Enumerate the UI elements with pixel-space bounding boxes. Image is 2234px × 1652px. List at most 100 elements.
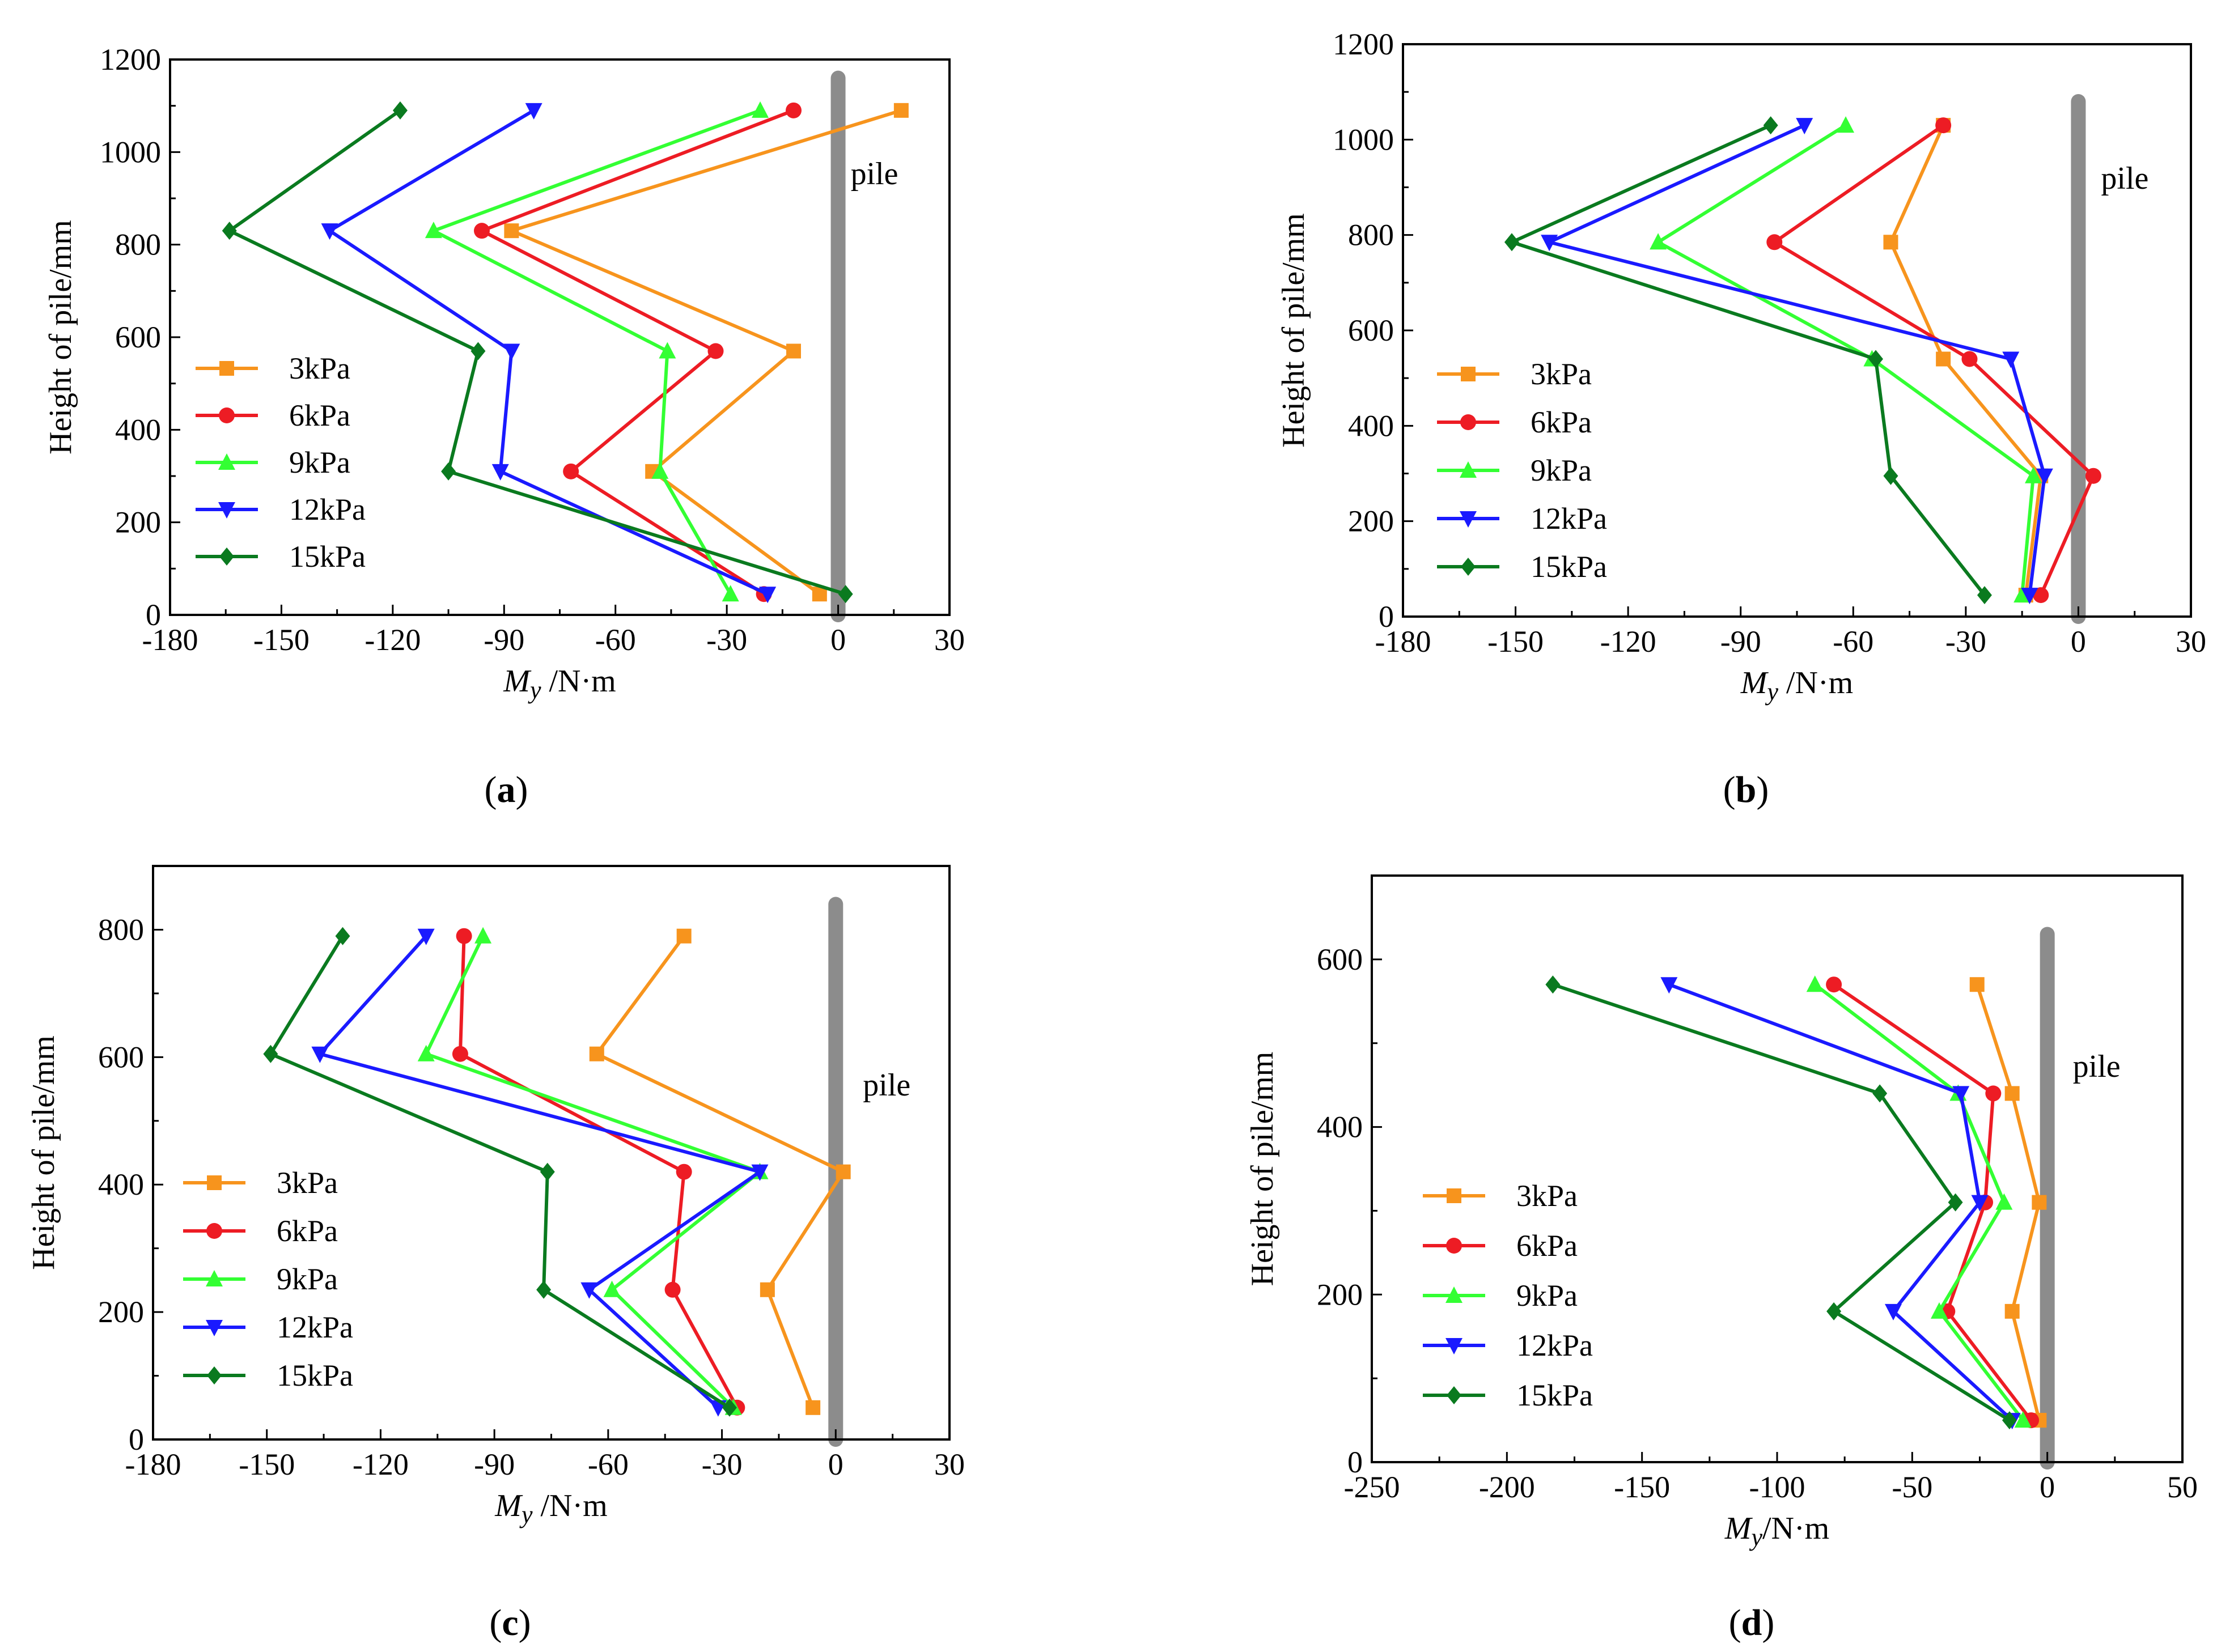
- data-point: [1883, 235, 1898, 250]
- x-axis-title: My /N·m: [494, 1488, 607, 1528]
- y-tick-label: 600: [98, 1040, 144, 1074]
- data-point: [760, 1282, 775, 1297]
- data-point: [2036, 468, 2053, 485]
- legend-marker: [1447, 1188, 1461, 1203]
- legend-label: 12kPa: [277, 1310, 353, 1344]
- x-tick-label: -90: [474, 1447, 515, 1481]
- data-point: [504, 223, 519, 239]
- x-axis-title-subscript: y: [528, 676, 541, 704]
- y-tick-label: 800: [115, 228, 161, 262]
- data-point: [1826, 976, 1842, 993]
- series-15kPa: [1545, 975, 2017, 1430]
- legend-item-15kPa: 15kPa: [1437, 550, 1607, 584]
- panel-label-open: (: [1729, 1602, 1741, 1643]
- x-axis-title-unit: /N·m: [532, 1488, 607, 1523]
- x-tick-label: 0: [2040, 1470, 2055, 1504]
- data-point: [2085, 468, 2101, 484]
- panel-label-close: ): [516, 769, 528, 810]
- x-tick-label: -200: [1479, 1470, 1535, 1504]
- panel-label-close: ): [1762, 1602, 1774, 1643]
- legend-item-9kPa: 9kPa: [196, 445, 350, 479]
- panel-label-close: ): [519, 1602, 531, 1643]
- data-point: [1868, 350, 1883, 368]
- x-tick-label: -90: [484, 623, 524, 657]
- series-6kPa: [1766, 117, 2101, 604]
- panel-label-open: (: [1723, 769, 1736, 810]
- x-axis-title-symbol: M: [503, 664, 532, 699]
- data-point: [425, 222, 442, 239]
- series-line-9kPa: [424, 935, 762, 1409]
- data-point: [751, 1164, 769, 1181]
- series-6kPa: [474, 102, 802, 602]
- y-axis-title: Height of pile/mm: [1245, 1052, 1280, 1286]
- x-axis-title-subscript: y: [1765, 678, 1778, 706]
- y-tick-label: 400: [98, 1167, 144, 1201]
- data-point: [659, 342, 676, 359]
- data-point: [1796, 118, 1813, 135]
- data-point: [1504, 233, 1519, 252]
- x-axis-title-unit: /N·m: [1778, 665, 1853, 700]
- data-point: [2025, 466, 2042, 483]
- y-tick-label: 600: [1348, 313, 1394, 347]
- y-axis-title: Height of pile/mm: [1276, 213, 1311, 448]
- data-point: [1872, 1084, 1888, 1103]
- x-tick-label: -180: [125, 1447, 181, 1481]
- series-3kPa: [1969, 977, 2047, 1428]
- x-tick-label: -60: [595, 623, 636, 657]
- x-tick-label: -30: [702, 1447, 743, 1481]
- series-9kPa: [417, 927, 769, 1415]
- data-point: [2032, 1195, 2047, 1210]
- data-point: [452, 1046, 468, 1062]
- x-tick-label: 50: [2167, 1470, 2198, 1504]
- legend-marker: [218, 453, 235, 470]
- legend-marker: [1460, 511, 1477, 528]
- legend-marker: [1446, 1238, 1462, 1254]
- legend-label: 3kPa: [1516, 1179, 1578, 1213]
- series-line-6kPa: [1773, 124, 2095, 596]
- legend-marker: [1447, 1386, 1461, 1404]
- data-point: [335, 927, 350, 945]
- legend-marker: [207, 1366, 222, 1385]
- data-point: [707, 343, 724, 359]
- y-tick-label: 200: [98, 1295, 144, 1329]
- series-line-12kPa: [328, 109, 769, 596]
- x-axis-title-symbol: M: [1740, 665, 1769, 700]
- data-point: [838, 585, 853, 604]
- x-axis-title: My /N·m: [1740, 665, 1853, 706]
- y-tick-label: 600: [1317, 942, 1363, 976]
- panel-label-letter: c: [502, 1602, 518, 1643]
- x-axis-title-symbol: M: [1724, 1511, 1753, 1546]
- data-point: [470, 342, 486, 360]
- x-tick-label: 0: [2071, 625, 2086, 659]
- legend-label: 3kPa: [1531, 357, 1592, 391]
- y-tick-label: 400: [115, 413, 161, 447]
- x-tick-label: -250: [1344, 1470, 1400, 1504]
- x-axis-title: My/N·m: [1724, 1511, 1829, 1551]
- data-point: [676, 928, 692, 944]
- panel-label-open: (: [489, 1602, 502, 1643]
- y-tick-label: 1200: [100, 43, 161, 77]
- x-tick-label: -180: [142, 623, 198, 657]
- data-point: [1545, 975, 1561, 994]
- series-12kPa: [1541, 118, 2053, 605]
- legend-marker: [206, 1270, 223, 1286]
- legend-marker: [218, 502, 235, 519]
- series-15kPa: [1504, 116, 1992, 605]
- data-point: [651, 462, 669, 479]
- panel-label: (d): [1729, 1602, 1775, 1643]
- legend-marker: [206, 1223, 222, 1239]
- legend-item-3kPa: 3kPa: [183, 1166, 338, 1200]
- data-point: [1948, 1193, 1963, 1212]
- data-point: [2014, 1411, 2032, 1428]
- x-axis-title-subscript: y: [1749, 1523, 1762, 1551]
- legend-label: 15kPa: [1531, 550, 1607, 584]
- x-axis-title-unit: /N·m: [541, 664, 616, 699]
- legend-marker: [219, 361, 234, 376]
- data-point: [603, 1280, 621, 1297]
- data-point: [1884, 1303, 1902, 1320]
- data-point: [417, 928, 435, 945]
- series-15kPa: [222, 101, 853, 604]
- x-axis-title-unit: /N·m: [1762, 1511, 1829, 1546]
- legend-item-12kPa: 12kPa: [183, 1310, 353, 1344]
- series-12kPa: [311, 928, 769, 1417]
